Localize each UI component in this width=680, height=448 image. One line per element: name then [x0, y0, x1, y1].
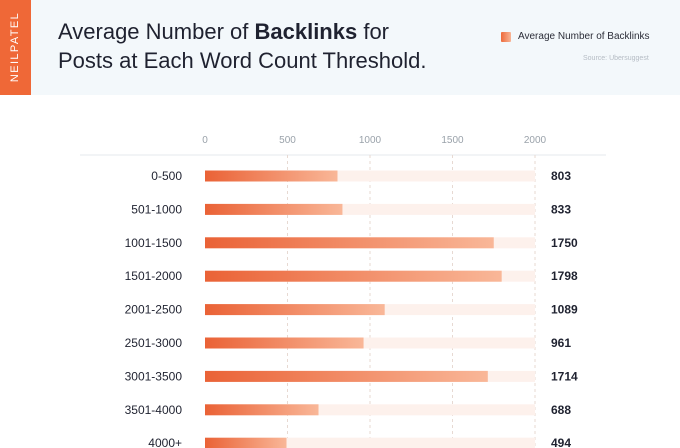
bar — [205, 270, 502, 282]
category-label: 2501-3000 — [125, 336, 183, 350]
category-label: 4000+ — [148, 436, 182, 448]
bar — [205, 170, 338, 182]
x-tick-label: 1000 — [359, 135, 382, 146]
x-tick-label: 0 — [202, 135, 208, 146]
chart-title-line2: Posts at Each Word Count Threshold. — [58, 48, 427, 73]
category-label: 501-1000 — [131, 202, 182, 216]
x-tick-label: 500 — [279, 135, 296, 146]
chart-title-bold: Backlinks — [254, 19, 358, 44]
bar-track — [205, 170, 535, 182]
brand-strip: NEILPATEL — [0, 0, 31, 95]
data-label: 688 — [551, 403, 571, 417]
source-note: Source: Ubersuggest — [583, 55, 649, 62]
legend-swatch — [501, 31, 511, 42]
bar — [205, 404, 319, 416]
category-label: 3001-3500 — [125, 369, 183, 383]
data-label: 1714 — [551, 369, 578, 383]
bar-track — [205, 404, 535, 416]
x-tick-label: 1500 — [441, 135, 464, 146]
data-label: 961 — [551, 336, 571, 350]
bar-track — [205, 203, 535, 215]
data-label: 494 — [551, 436, 571, 448]
data-label: 1798 — [551, 269, 578, 283]
bar-track — [205, 337, 535, 349]
legend-label: Average Number of Backlinks — [518, 31, 650, 42]
category-label: 3501-4000 — [125, 403, 183, 417]
bar — [205, 304, 385, 316]
chart-legend: Average Number of Backlinks — [501, 31, 650, 42]
data-label: 833 — [551, 202, 571, 216]
bar-track — [205, 437, 535, 448]
bar — [205, 370, 488, 382]
category-label: 2001-2500 — [125, 303, 183, 317]
bar — [205, 237, 494, 249]
category-label: 1501-2000 — [125, 269, 183, 283]
chart-title-suffix: for — [357, 19, 390, 44]
chart-title: Average Number of Backlinks for Posts at… — [58, 17, 478, 75]
bar — [205, 203, 343, 215]
data-label: 1089 — [551, 303, 578, 317]
brand-logo: NEILPATEL — [9, 11, 21, 83]
x-tick-label: 2000 — [524, 135, 547, 146]
bar-chart: 0 500 1000 1500 2000 0-500 803 501-1000 833 1001-… — [80, 135, 606, 448]
category-label: 0-500 — [151, 169, 182, 183]
data-label: 803 — [551, 169, 571, 183]
chart-header: NEILPATEL Average Number of Backlinks fo… — [0, 0, 680, 95]
chart-title-prefix: Average Number of — [58, 19, 255, 44]
category-label: 1001-1500 — [125, 236, 183, 250]
bar — [205, 337, 364, 349]
bar — [205, 437, 287, 448]
data-label: 1750 — [551, 236, 578, 250]
